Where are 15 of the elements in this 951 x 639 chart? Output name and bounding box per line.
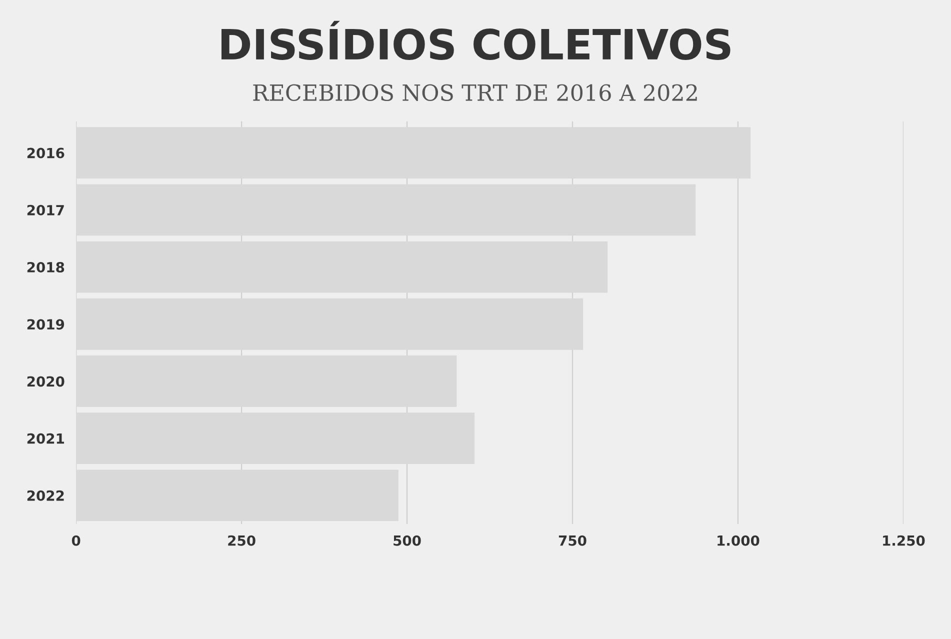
y-tick-label: 2016 [27, 148, 64, 158]
y-tick-label: 2018 [27, 262, 64, 272]
chart-subtitle: RECEBIDOS NOS TRT DE 2016 A 2022 [253, 84, 697, 102]
x-tick-label: 1.000 [718, 535, 760, 546]
y-tick-label: 2022 [27, 490, 64, 501]
x-tick-label: 750 [558, 535, 586, 546]
x-tick-label: 1.250 [883, 535, 925, 546]
y-tick-label: 2017 [27, 204, 64, 216]
chart-title: DISSÍDIOS COLETIVOS [222, 20, 730, 60]
y-tick-label: 2019 [27, 319, 64, 330]
x-tick-label: 500 [394, 535, 421, 546]
x-tick-label: 0 [72, 535, 80, 546]
y-tick-label: 2020 [27, 376, 64, 387]
y-tick-label: 2021 [27, 433, 64, 444]
x-tick-label: 250 [228, 535, 256, 546]
